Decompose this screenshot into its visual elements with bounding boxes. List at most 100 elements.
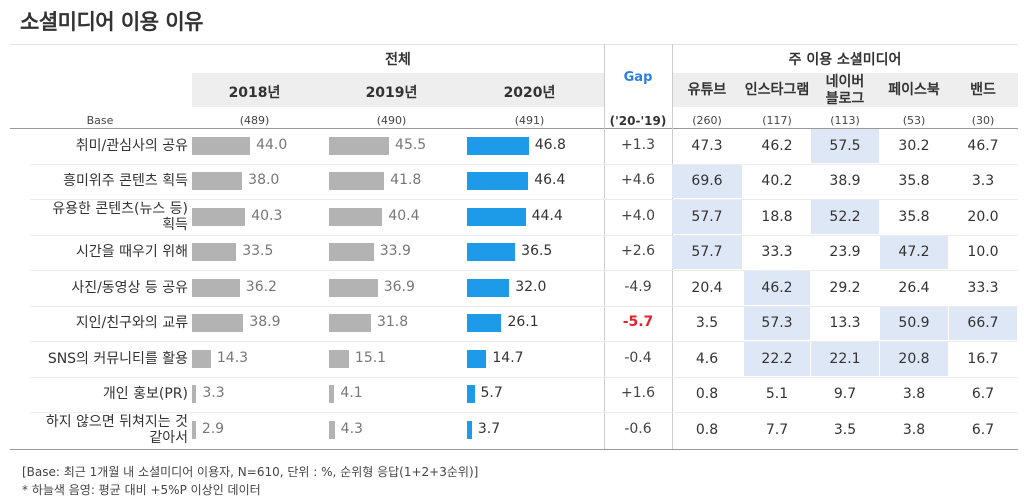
base-platform-2: (117)	[762, 114, 792, 127]
gap-value: -0.4	[624, 349, 652, 366]
bar-2020년-1	[467, 136, 529, 155]
platform-cell: 69.6	[672, 164, 742, 198]
platform-cell: 5.1	[765, 386, 789, 403]
platform-cell: 57.7	[672, 235, 742, 269]
header-platform-1: 유튜브	[687, 82, 727, 98]
bar-value: 40.4	[388, 207, 420, 224]
row-divider	[30, 412, 1018, 413]
header-band-total	[192, 73, 604, 107]
base-platform-3: (113)	[830, 114, 860, 127]
header-platform-2: 인스타그램	[744, 82, 810, 98]
bar-value: 3.3	[202, 385, 225, 402]
platform-cell: 22.1	[811, 342, 879, 376]
bar-value: 26.1	[507, 314, 539, 331]
platform-cell: 10.0	[967, 244, 999, 261]
bar-2019년-4	[329, 243, 374, 262]
row-divider	[30, 341, 1018, 342]
platform-cell: 47.3	[691, 137, 723, 154]
bar-value: 33.5	[242, 243, 274, 260]
header-platform-4: 페이스북	[888, 82, 940, 98]
platform-cell: 6.7	[971, 386, 995, 403]
base-year-3: (491)	[514, 114, 545, 127]
platform-cell: 46.2	[744, 271, 810, 305]
platform-cell: 9.7	[833, 386, 857, 403]
platform-cell: 20.4	[691, 279, 723, 296]
bar-value: 38.0	[248, 172, 280, 189]
platform-cell: 3.5	[833, 421, 857, 438]
bar-2020년-9	[467, 420, 472, 439]
header-band-platforms	[672, 73, 1018, 107]
platform-cell: 46.2	[761, 137, 793, 154]
row-divider	[30, 163, 1018, 165]
bar-2018년-8	[192, 385, 197, 404]
row-label: 유용한 콘텐츠(뉴스 등) 획득	[52, 200, 188, 233]
platform-cell: 47.2	[880, 235, 948, 269]
bar-2018년-6	[192, 314, 244, 333]
platform-cell: 30.2	[898, 137, 930, 154]
page-title: 소셜미디어 이용 이유	[20, 10, 204, 34]
bar-value: 4.1	[340, 385, 363, 402]
gap-title: Gap	[623, 70, 653, 85]
row-label: SNS의 커뮤니티를 활용	[47, 350, 188, 367]
platform-cell: 0.8	[695, 421, 719, 438]
base-platform-5: (30)	[971, 114, 995, 127]
platform-cell: 35.8	[898, 208, 930, 225]
gap-value: +1.3	[621, 136, 655, 153]
base-gap: ('20-'19)	[609, 114, 667, 128]
bar-2020년-8	[467, 385, 475, 404]
platform-cell: 33.3	[967, 279, 999, 296]
platform-cell: 46.7	[967, 137, 999, 154]
platform-cell: 0.8	[695, 386, 719, 403]
bar-2019년-1	[329, 136, 390, 155]
bar-2018년-5	[192, 278, 240, 297]
table-bottom-rule	[10, 449, 1018, 450]
bar-2018년-7	[192, 349, 211, 368]
row-divider	[30, 376, 1018, 378]
header-total: 전체	[385, 52, 411, 68]
bar-2019년-5	[329, 278, 378, 297]
bar-value: 46.4	[534, 172, 566, 189]
gap-value: -0.6	[624, 420, 652, 437]
platform-cell: 3.3	[971, 173, 995, 190]
platform-cell: 23.9	[829, 244, 861, 261]
gap-value: +1.6	[621, 385, 655, 402]
header-platforms: 주 이용 소셜미디어	[788, 52, 902, 68]
header-year-1: 2018년	[228, 85, 281, 101]
bar-2019년-6	[329, 314, 371, 333]
header-year-3: 2020년	[503, 85, 556, 101]
row-label: 시간을 때우기 위해	[76, 244, 188, 261]
bar-value: 14.3	[216, 349, 249, 366]
separator-total-gap	[604, 44, 605, 449]
platform-cell: 18.8	[761, 208, 793, 225]
bar-2020년-2	[467, 172, 529, 191]
platform-cell: 4.6	[695, 350, 719, 367]
header-bottom-rule	[10, 128, 1018, 129]
platform-cell: 3.8	[902, 386, 926, 403]
bar-value: 45.5	[395, 136, 427, 153]
gap-value: +4.0	[621, 207, 655, 224]
bar-2020년-6	[467, 314, 502, 333]
row-label: 사진/동영상 등 공유	[71, 279, 188, 296]
bar-value: 14.7	[492, 349, 524, 366]
bar-value: 31.8	[376, 314, 409, 331]
base-platform-4: (53)	[902, 114, 926, 127]
platform-cell: 3.8	[902, 421, 926, 438]
bar-value: 40.3	[251, 207, 283, 224]
bar-2019년-2	[329, 172, 385, 191]
gap-value: +4.6	[621, 172, 655, 189]
row-label: 지인/친구와의 교류	[75, 315, 188, 332]
bar-2020년-3	[467, 207, 526, 226]
bar-value: 36.5	[521, 243, 553, 260]
bar-2020년-4	[467, 243, 516, 262]
bar-value: 15.1	[354, 349, 387, 366]
bar-value: 38.9	[249, 314, 281, 331]
footnote-highlight: * 하늘색 음영: 평균 대비 +5%P 이상인 데이터	[22, 483, 261, 497]
bar-value: 33.9	[379, 243, 411, 260]
base-year-1: (489)	[239, 114, 270, 127]
bar-value: 44.0	[256, 136, 288, 153]
bar-2018년-1	[192, 136, 251, 155]
bar-value: 2.9	[201, 420, 225, 437]
platform-cell: 6.7	[971, 421, 995, 438]
platform-cell: 22.2	[744, 342, 810, 376]
bar-2019년-3	[329, 207, 383, 226]
